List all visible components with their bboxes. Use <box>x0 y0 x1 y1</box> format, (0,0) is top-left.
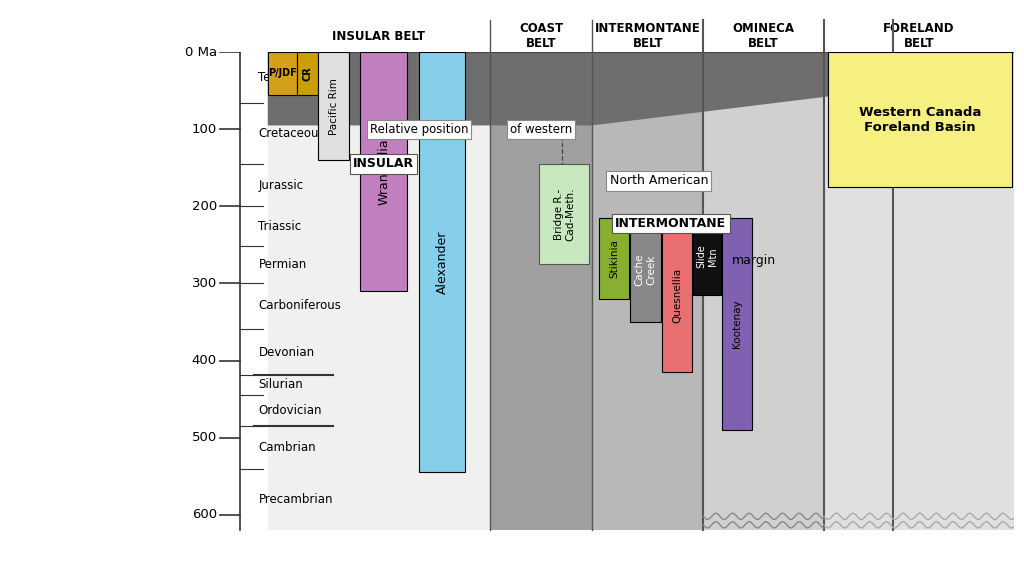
Text: Relative position: Relative position <box>370 123 468 136</box>
Bar <box>693 218 721 295</box>
Bar <box>592 20 703 52</box>
Bar <box>722 218 753 430</box>
Bar <box>662 218 692 372</box>
Text: Kootenay: Kootenay <box>732 300 742 348</box>
Bar <box>823 52 1014 530</box>
Text: OMINECA
BELT: OMINECA BELT <box>732 22 795 50</box>
Text: INSULAR BELT: INSULAR BELT <box>333 30 425 42</box>
Text: Precambrian: Precambrian <box>258 493 333 506</box>
Text: Permian: Permian <box>258 258 307 271</box>
Bar <box>828 52 1012 187</box>
Bar <box>540 164 590 264</box>
Text: of western: of western <box>510 123 572 136</box>
Bar <box>703 52 823 530</box>
Text: 500: 500 <box>191 431 217 444</box>
Text: Cretaceous: Cretaceous <box>258 127 325 140</box>
Text: Stikinia: Stikinia <box>609 239 618 278</box>
Text: 200: 200 <box>191 200 217 213</box>
Bar <box>703 20 823 52</box>
Polygon shape <box>267 52 893 125</box>
Bar <box>823 20 1014 52</box>
Text: 400: 400 <box>191 354 217 367</box>
Bar <box>297 52 317 95</box>
Text: Alexander: Alexander <box>435 231 449 294</box>
Text: INTERMONTANE: INTERMONTANE <box>615 217 726 230</box>
Bar <box>490 20 592 52</box>
Bar <box>630 218 660 322</box>
Bar <box>592 52 703 530</box>
Text: Cambrian: Cambrian <box>258 441 316 454</box>
Bar <box>267 20 490 52</box>
Text: P/JDF: P/JDF <box>268 68 297 78</box>
Text: Devonian: Devonian <box>258 346 314 358</box>
Text: 0 Ma: 0 Ma <box>184 46 217 59</box>
Text: Quesnellia: Quesnellia <box>672 267 682 322</box>
Text: Ordovician: Ordovician <box>258 404 322 417</box>
Text: 100: 100 <box>191 123 217 136</box>
Text: COAST
BELT: COAST BELT <box>519 22 563 50</box>
Bar <box>360 52 407 291</box>
Text: Carboniferous: Carboniferous <box>258 299 341 313</box>
Text: CR: CR <box>303 66 312 81</box>
Text: 600: 600 <box>191 508 217 521</box>
Text: Cache
Creek: Cache Creek <box>635 254 656 287</box>
Bar <box>490 52 592 530</box>
Bar <box>599 218 629 299</box>
Text: INTERMONTANE
BELT: INTERMONTANE BELT <box>595 22 700 50</box>
Text: Tertiary: Tertiary <box>258 71 303 84</box>
Text: INSULAR: INSULAR <box>353 158 414 171</box>
Bar <box>419 52 465 472</box>
Text: Wrangellia: Wrangellia <box>377 139 390 205</box>
Text: Jurassic: Jurassic <box>258 179 303 192</box>
Text: Western Canada
Foreland Basin: Western Canada Foreland Basin <box>859 106 981 133</box>
Bar <box>267 52 297 95</box>
Text: FORELAND
BELT: FORELAND BELT <box>883 22 954 50</box>
Text: margin: margin <box>732 254 776 267</box>
Text: North American: North American <box>609 175 708 187</box>
Text: Slide
Mtn: Slide Mtn <box>696 245 718 269</box>
Text: Triassic: Triassic <box>258 220 302 233</box>
Text: Pacific Rim: Pacific Rim <box>329 78 339 135</box>
Text: Bridge R.-
Cad-Meth.: Bridge R.- Cad-Meth. <box>554 187 575 241</box>
Bar <box>317 52 349 160</box>
Text: Silurian: Silurian <box>258 378 303 392</box>
Text: 300: 300 <box>191 277 217 290</box>
Bar <box>267 52 490 530</box>
